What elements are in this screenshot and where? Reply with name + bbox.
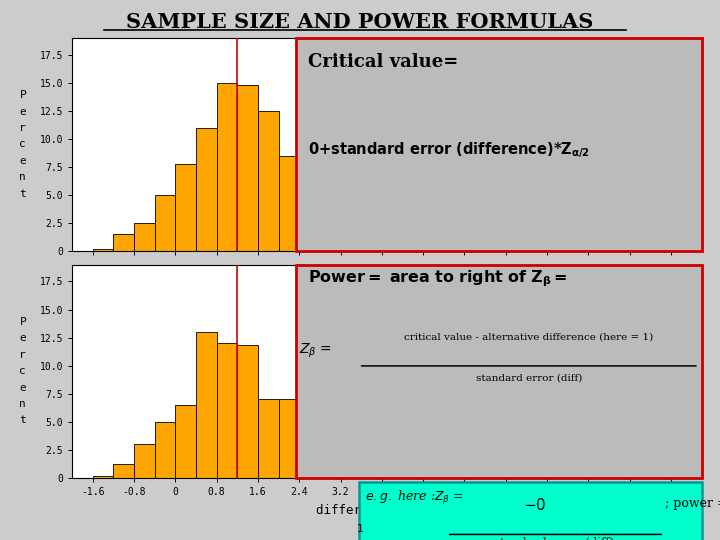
Bar [320,223,341,251]
Bar [296,265,702,478]
Bar [296,38,702,251]
Text: standard error (diff): standard error (diff) [494,537,614,540]
Bar [134,223,155,251]
Bar [238,85,258,251]
Bar [341,472,361,478]
Bar [155,422,175,478]
Text: Critical value=: Critical value= [308,53,459,71]
Bar [300,197,320,251]
Bar [361,246,382,251]
Bar [155,195,175,251]
Y-axis label: P
e
r
c
e
n
t: P e r c e n t [19,317,26,426]
Bar [238,346,258,478]
Bar [196,127,217,251]
Text: $-0$: $-0$ [523,497,546,513]
Bar [175,164,196,251]
Text: $Z_{\beta}$ =: $Z_{\beta}$ = [299,341,332,360]
Bar [217,83,238,251]
Y-axis label: P
e
r
c
e
n
t: P e r c e n t [19,90,26,199]
Bar [217,343,238,478]
Bar [113,464,134,478]
Bar [300,418,320,478]
Text: $\mathbf{0{+}standard\ error\ (difference){*}Z_{\alpha/2}}$: $\mathbf{0{+}standard\ error\ (differenc… [308,140,590,160]
Text: standard error (diff): standard error (diff) [476,373,582,382]
Bar [175,405,196,478]
Bar [359,482,702,540]
Text: SAMPLE SIZE AND POWER FORMULAS: SAMPLE SIZE AND POWER FORMULAS [126,12,594,32]
Text: $\mathbf{Power{=}\ area\ to\ right\ of\ Z_{\beta}{=}}$: $\mathbf{Power{=}\ area\ to\ right\ of\ … [308,269,568,289]
Bar [196,332,217,478]
Text: 1: 1 [356,524,364,534]
Bar [93,249,113,251]
Text: $e.g.$ here :$Z_{\beta}$ =: $e.g.$ here :$Z_{\beta}$ = [365,489,464,507]
Text: ; power = 50%: ; power = 50% [665,497,720,510]
Bar [279,156,300,251]
Text: critical value - alternative difference (here = 1): critical value - alternative difference … [404,333,653,342]
Bar [320,448,341,478]
Bar [93,476,113,478]
X-axis label: difference in means: difference in means [316,504,458,517]
Bar [258,399,279,478]
Bar [134,444,155,478]
Bar [341,237,361,251]
Bar [279,399,300,478]
Bar [113,234,134,251]
Bar [258,111,279,251]
